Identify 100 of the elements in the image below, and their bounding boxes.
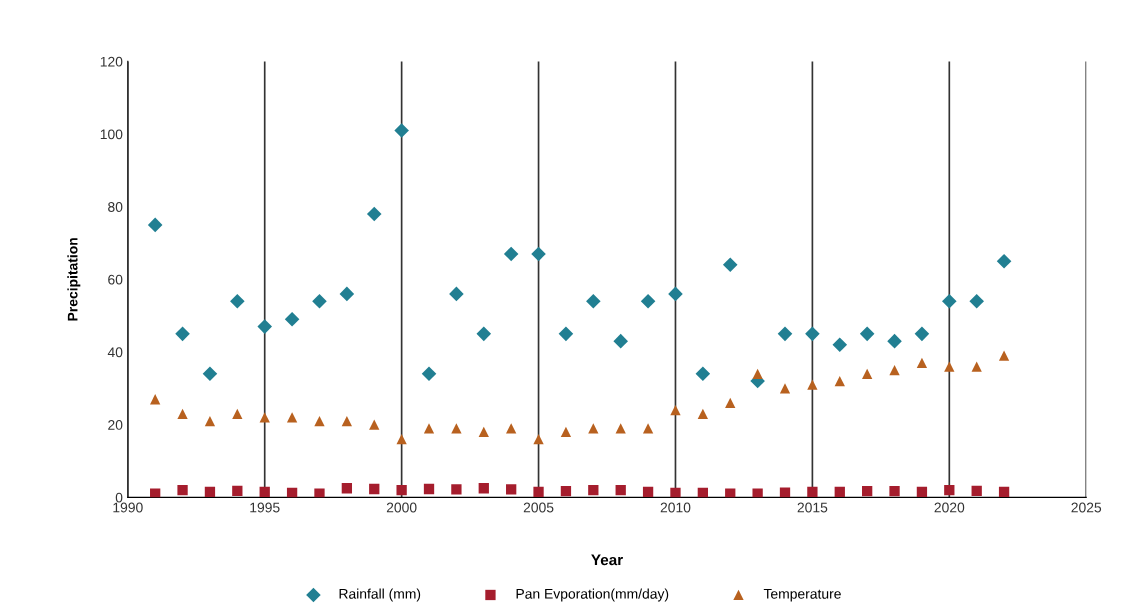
x-tick-label: 2025 <box>1071 502 1102 513</box>
point <box>971 361 982 372</box>
point <box>916 357 928 369</box>
point <box>396 484 407 496</box>
point <box>204 415 216 427</box>
point <box>697 487 709 498</box>
point <box>558 326 574 342</box>
point <box>914 326 930 342</box>
point <box>859 326 875 342</box>
x-tick-label: 2005 <box>523 502 554 513</box>
point <box>642 486 654 498</box>
point <box>341 415 353 427</box>
point <box>312 293 327 309</box>
point <box>423 483 435 495</box>
point <box>478 426 489 438</box>
y-axis-title: Precipitation <box>67 238 81 321</box>
point <box>423 423 435 434</box>
point <box>478 483 489 494</box>
point <box>230 293 245 309</box>
point <box>807 486 818 498</box>
point <box>369 483 380 495</box>
point <box>503 246 519 262</box>
x-tick-label: 1995 <box>250 502 280 513</box>
point <box>944 484 955 496</box>
point <box>889 486 900 497</box>
point <box>722 257 738 273</box>
point <box>232 408 243 419</box>
point <box>613 333 628 349</box>
point <box>752 368 763 379</box>
point <box>451 423 462 434</box>
point <box>586 293 601 309</box>
point <box>862 368 873 379</box>
point <box>998 486 1010 498</box>
legend-label: Pan Evporation(mm/day) <box>516 588 669 602</box>
point <box>807 379 818 390</box>
point <box>670 487 681 498</box>
point <box>341 483 353 494</box>
point <box>394 123 409 138</box>
point <box>779 383 791 394</box>
x-tick-label: 1990 <box>113 502 143 513</box>
point <box>887 333 902 349</box>
point <box>177 484 188 496</box>
point <box>506 484 517 495</box>
point <box>396 434 407 445</box>
point <box>533 486 544 498</box>
point <box>232 485 243 496</box>
point <box>640 293 656 309</box>
point <box>777 326 793 342</box>
point <box>779 487 791 498</box>
point <box>832 337 848 353</box>
point <box>834 375 845 387</box>
point <box>314 415 325 427</box>
point <box>449 286 464 302</box>
point <box>889 365 900 376</box>
point <box>944 361 955 372</box>
point <box>284 312 300 327</box>
point <box>369 419 380 430</box>
point <box>204 486 216 498</box>
point <box>862 486 873 497</box>
point <box>476 326 492 342</box>
point <box>998 350 1010 361</box>
point <box>175 326 190 342</box>
point <box>177 408 188 419</box>
point <box>670 405 681 416</box>
point <box>533 434 544 445</box>
point <box>560 426 572 438</box>
point <box>971 485 982 496</box>
x-axis-title: Year <box>591 554 623 566</box>
point <box>642 423 654 434</box>
point <box>615 484 626 496</box>
point <box>834 486 845 498</box>
legend-label: Rainfall (mm) <box>339 588 421 602</box>
y-tick-label: 60 <box>108 274 123 285</box>
y-tick-label: 40 <box>107 347 123 358</box>
y-tick-label: 0 <box>115 492 123 503</box>
point <box>147 217 163 233</box>
y-tick-label: 100 <box>100 129 123 140</box>
point <box>531 246 546 262</box>
point <box>421 366 437 382</box>
point <box>451 484 462 495</box>
point <box>259 412 270 423</box>
y-tick-label: 80 <box>108 202 123 212</box>
point <box>314 488 325 498</box>
point <box>259 486 270 498</box>
point <box>560 486 572 497</box>
point <box>286 487 298 498</box>
point <box>286 412 298 423</box>
point <box>969 293 984 309</box>
y-tick-label: 120 <box>100 56 123 67</box>
point <box>752 488 763 498</box>
point <box>668 286 683 302</box>
legend-label: Temperature <box>763 589 841 602</box>
point <box>996 253 1012 269</box>
point <box>697 408 709 419</box>
point <box>150 394 161 405</box>
point <box>588 484 599 496</box>
point <box>366 206 382 222</box>
x-tick-label: 2020 <box>934 502 965 513</box>
x-tick-label: 2000 <box>386 502 417 513</box>
point <box>725 397 736 409</box>
